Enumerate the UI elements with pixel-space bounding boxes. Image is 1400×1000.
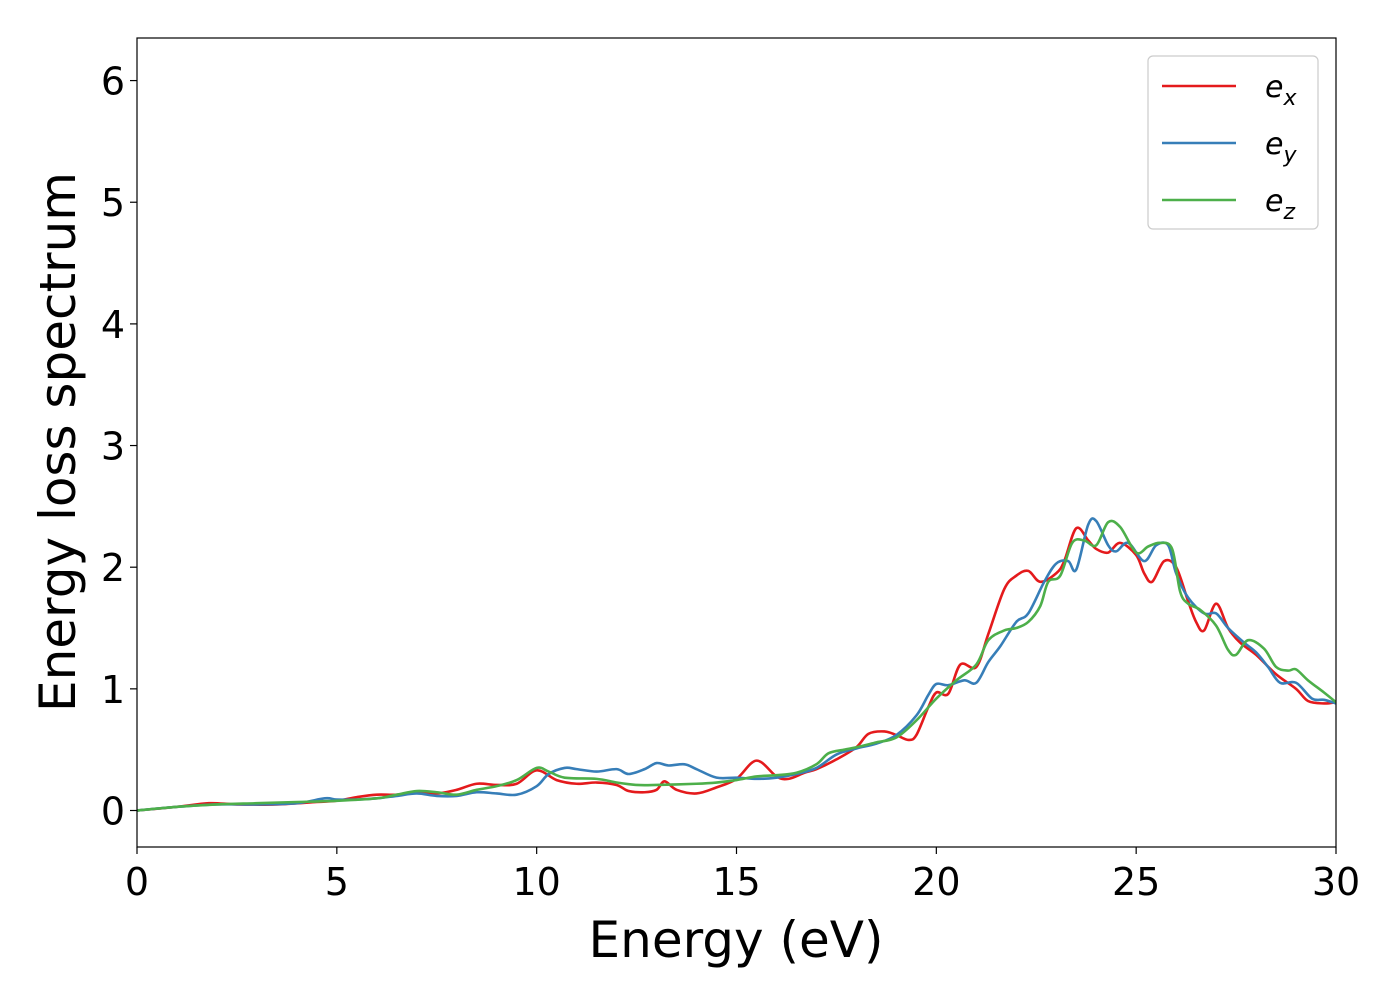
x-tick-label: 10 (512, 860, 560, 904)
x-axis-title: Energy (eV) (589, 911, 884, 969)
y-tick-label: 4 (101, 303, 125, 347)
y-tick-label: 6 (101, 60, 125, 104)
series-line-e-z (137, 519, 1336, 812)
y-axis: 0 1 2 3 4 5 6 (101, 60, 137, 834)
x-tick-label: 30 (1312, 860, 1360, 904)
x-tick-label: 0 (125, 860, 149, 904)
y-tick-label: 5 (101, 181, 125, 225)
y-tick-label: 0 (101, 790, 125, 834)
x-tick-label: 20 (912, 860, 960, 904)
series-layer (137, 517, 1336, 812)
y-tick-label: 1 (101, 668, 125, 712)
y-tick-label: 2 (101, 546, 125, 590)
x-tick-label: 25 (1112, 860, 1160, 904)
y-axis-title: Energy loss spectrum (29, 172, 87, 712)
x-axis: 0 5 10 15 20 25 30 (125, 847, 1360, 904)
x-tick-label: 15 (712, 860, 760, 904)
y-tick-label: 3 (101, 425, 125, 469)
x-tick-label: 5 (325, 860, 349, 904)
